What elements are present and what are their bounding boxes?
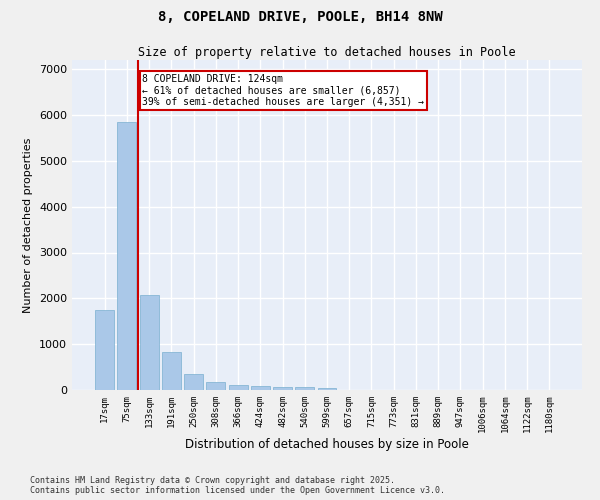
Text: 8 COPELAND DRIVE: 124sqm
← 61% of detached houses are smaller (6,857)
39% of sem: 8 COPELAND DRIVE: 124sqm ← 61% of detach… bbox=[142, 74, 424, 107]
Bar bbox=[295, 388, 314, 390]
Bar bbox=[251, 386, 270, 390]
Bar bbox=[118, 122, 136, 390]
Y-axis label: Number of detached properties: Number of detached properties bbox=[23, 138, 34, 312]
Bar bbox=[273, 386, 292, 390]
Bar bbox=[317, 388, 337, 390]
Bar bbox=[184, 374, 203, 390]
X-axis label: Distribution of detached houses by size in Poole: Distribution of detached houses by size … bbox=[185, 438, 469, 451]
Bar bbox=[95, 310, 114, 390]
Text: 8, COPELAND DRIVE, POOLE, BH14 8NW: 8, COPELAND DRIVE, POOLE, BH14 8NW bbox=[158, 10, 442, 24]
Bar bbox=[140, 294, 158, 390]
Text: Contains HM Land Registry data © Crown copyright and database right 2025.
Contai: Contains HM Land Registry data © Crown c… bbox=[30, 476, 445, 495]
Bar bbox=[229, 385, 248, 390]
Title: Size of property relative to detached houses in Poole: Size of property relative to detached ho… bbox=[138, 46, 516, 59]
Bar bbox=[162, 352, 181, 390]
Bar bbox=[206, 382, 225, 390]
